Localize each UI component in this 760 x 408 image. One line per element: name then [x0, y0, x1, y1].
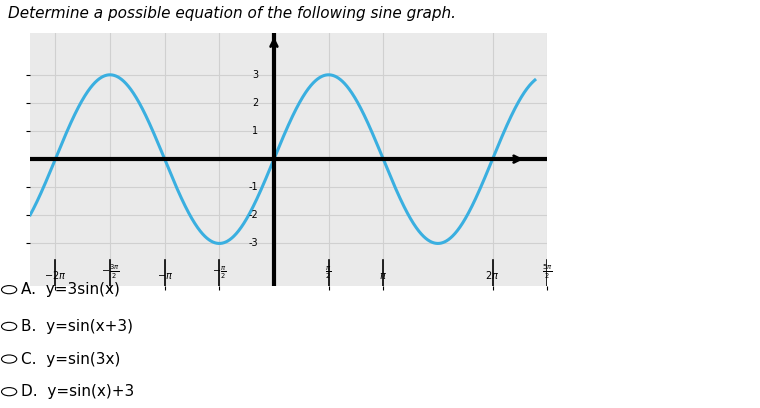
Text: $-2\pi$: $-2\pi$: [44, 269, 67, 282]
Text: -3: -3: [249, 238, 258, 248]
Text: 3: 3: [252, 70, 258, 80]
Text: $\pi$: $\pi$: [379, 271, 388, 282]
Text: -2: -2: [249, 211, 258, 220]
Text: $2\pi$: $2\pi$: [486, 269, 499, 282]
Text: A.  y=3sin(x): A. y=3sin(x): [21, 282, 120, 297]
Text: 1: 1: [252, 126, 258, 136]
Text: 2: 2: [252, 98, 258, 108]
Text: C.  y=sin(3x): C. y=sin(3x): [21, 352, 121, 366]
Text: $\frac{\pi}{2}$: $\frac{\pi}{2}$: [325, 264, 332, 282]
Text: D.  y=sin(x)+3: D. y=sin(x)+3: [21, 384, 135, 399]
Text: B.  y=sin(x+3): B. y=sin(x+3): [21, 319, 133, 334]
Text: $\frac{5\pi}{2}$: $\frac{5\pi}{2}$: [542, 263, 553, 282]
Text: $-\frac{3\pi}{2}$: $-\frac{3\pi}{2}$: [100, 263, 119, 282]
Text: Determine a possible equation of the following sine graph.: Determine a possible equation of the fol…: [8, 6, 455, 21]
Text: -1: -1: [249, 182, 258, 192]
Text: $-\frac{\pi}{2}$: $-\frac{\pi}{2}$: [212, 264, 226, 282]
Text: $-\pi$: $-\pi$: [157, 271, 173, 282]
